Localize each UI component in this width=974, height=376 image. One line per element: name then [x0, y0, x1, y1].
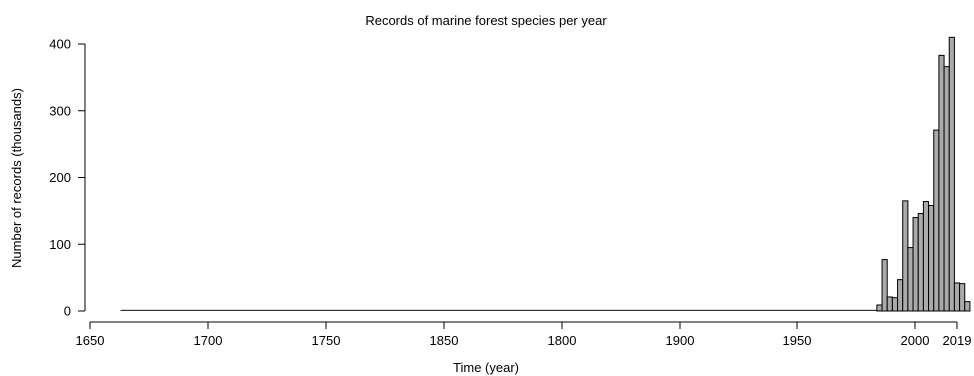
bar-6 — [907, 247, 914, 312]
y-tick-label-300: 300 — [49, 103, 71, 118]
bar-7 — [912, 217, 919, 312]
bar-17 — [964, 301, 971, 312]
bar-13 — [943, 66, 950, 312]
chart-title: Records of marine forest species per yea… — [365, 13, 607, 28]
bar-4 — [897, 279, 904, 312]
bar-11 — [933, 129, 940, 312]
bar-3 — [891, 297, 899, 312]
baseline-series — [120, 309, 877, 311]
bar-12 — [938, 54, 945, 312]
bar-8 — [917, 213, 924, 312]
y-tick-label-0: 0 — [64, 304, 71, 319]
bar-16 — [959, 283, 966, 312]
bar-9 — [922, 201, 930, 312]
bars — [876, 36, 971, 312]
y-tick-label-100: 100 — [49, 237, 71, 252]
bar-10 — [928, 205, 935, 312]
x-tick-label-1950: 1950 — [783, 333, 812, 348]
bar-5 — [902, 200, 909, 312]
bar-1 — [881, 259, 888, 312]
x-axis-label: Time (year) — [453, 360, 519, 375]
x-axis: 1650 1700 1750 1850 1800 1900 1950 2000 2019 — [76, 321, 972, 348]
x-tick-label-1750: 1750 — [312, 333, 341, 348]
bar-14 — [948, 36, 955, 312]
x-tick-label-1650: 1650 — [76, 333, 105, 348]
bar-2 — [886, 296, 893, 312]
bar-0 — [876, 304, 883, 312]
y-axis-label: Number of records (thousands) — [9, 88, 24, 268]
baseline-bar — [120, 309, 877, 311]
x-tick-label-1900: 1900 — [666, 333, 695, 348]
y-tick-label-400: 400 — [49, 37, 71, 52]
x-tick-label-1850: 1850 — [430, 333, 459, 348]
x-tick-label-1700: 1700 — [194, 333, 223, 348]
y-axis: 0 100 200 300 400 — [49, 37, 86, 319]
bar-15 — [953, 282, 961, 312]
y-tick-label-200: 200 — [49, 170, 71, 185]
x-tick-label-1800: 1800 — [548, 333, 577, 348]
x-tick-label-2000: 2000 — [901, 333, 930, 348]
x-tick-label-2019: 2019 — [943, 333, 972, 348]
